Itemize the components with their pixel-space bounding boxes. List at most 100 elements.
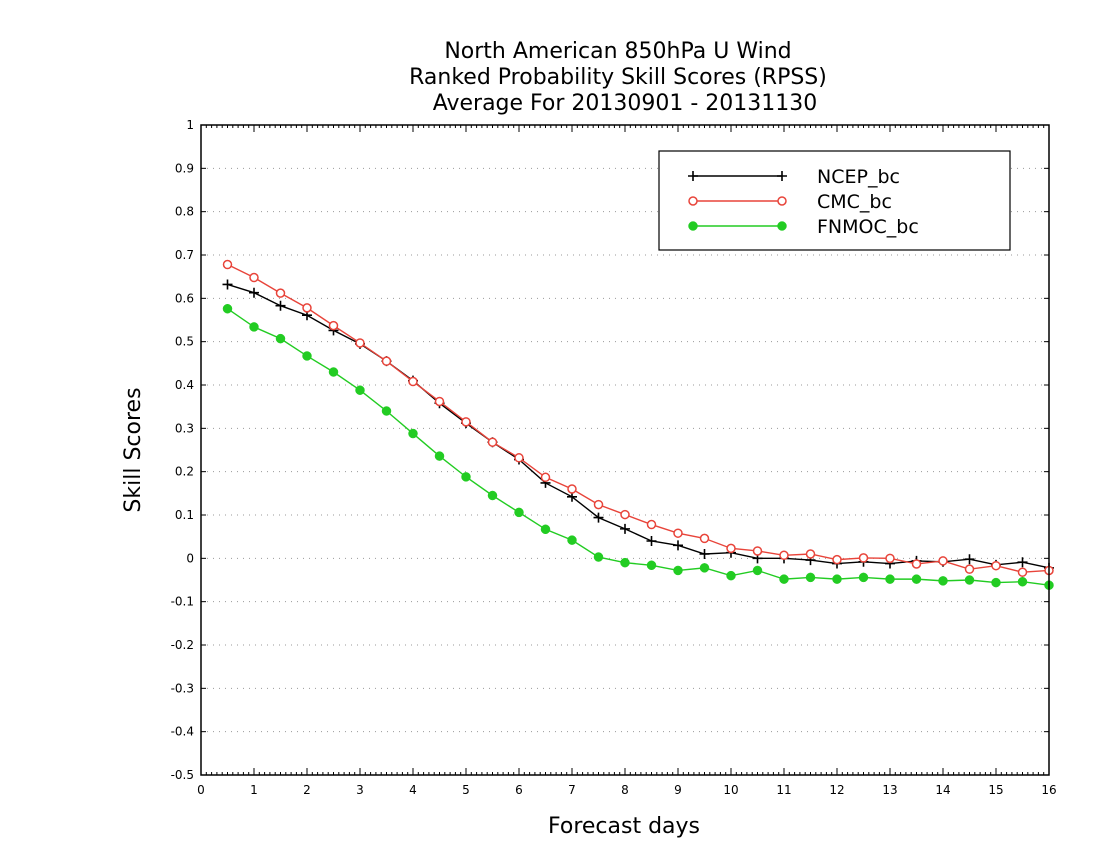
data-point-cmc-bc (540, 472, 551, 483)
y-tick-label: 0.8 (175, 205, 194, 219)
x-tick-label: 0 (197, 783, 205, 797)
data-point-cmc-bc (699, 533, 710, 544)
data-point-ncep-bc (249, 287, 259, 298)
data-point-fnmoc-bc (355, 385, 365, 395)
data-point-fnmoc-bc (991, 577, 1001, 588)
series-line-cmc-bc (227, 263, 1050, 573)
x-axis-label: Forecast days (548, 814, 700, 839)
x-tick-label: 12 (829, 783, 844, 797)
x-tick-label: 3 (356, 783, 364, 797)
data-point-ncep-bc (1017, 557, 1028, 568)
y-tick-label: -0.5 (171, 768, 194, 782)
x-tick-label: 14 (935, 783, 950, 797)
series-group (222, 259, 1054, 590)
data-point-ncep-bc (593, 512, 604, 523)
legend-item-ncep-bc: NCEP_bc (688, 166, 900, 188)
data-point-cmc-bc (302, 303, 312, 313)
data-point-fnmoc-bc (964, 575, 975, 585)
y-tick-label: 1 (186, 118, 194, 132)
data-point-cmc-bc (646, 519, 657, 530)
x-tick-label: 11 (776, 783, 791, 797)
data-point-cmc-bc (805, 549, 816, 559)
x-tick-label: 13 (882, 783, 897, 797)
x-tick-label: 9 (674, 783, 682, 797)
data-point-fnmoc-bc (408, 428, 418, 439)
title-line-2: Ranked Probability Skill Scores (RPSS) (409, 65, 827, 90)
x-tick-label: 15 (988, 783, 1003, 797)
legend-label-fnmoc-bc: FNMOC_bc (817, 216, 919, 238)
data-point-cmc-bc (434, 396, 445, 407)
data-point-cmc-bc (964, 564, 975, 574)
x-tick-label: 8 (621, 783, 629, 797)
data-point-fnmoc-bc (885, 574, 895, 584)
data-point-cmc-bc (222, 259, 233, 270)
legend-label-ncep-bc: NCEP_bc (817, 166, 900, 188)
x-tick-label: 10 (723, 783, 738, 797)
data-point-fnmoc-bc (858, 572, 869, 583)
data-point-cmc-bc (461, 417, 471, 427)
data-point-fnmoc-bc (779, 574, 789, 584)
data-point-ncep-bc (964, 554, 975, 565)
title-line-1: North American 850hPa U Wind (444, 39, 791, 64)
data-point-fnmoc-bc (1017, 576, 1028, 587)
x-tick-label: 1 (250, 783, 258, 797)
legend-marker-fnmoc-bc (688, 221, 698, 231)
x-tick-label: 5 (462, 783, 470, 797)
series-cmc-bc (222, 259, 1054, 577)
data-point-cmc-bc (752, 546, 763, 556)
legend-marker-ncep-bc (777, 171, 787, 181)
data-point-cmc-bc (408, 376, 418, 387)
y-tick-label: 0.6 (175, 291, 194, 305)
data-point-cmc-bc (328, 320, 339, 331)
legend-label-cmc-bc: CMC_bc (817, 191, 892, 213)
data-point-cmc-bc (938, 556, 948, 566)
x-tick-label: 2 (303, 783, 311, 797)
data-point-fnmoc-bc (832, 574, 842, 584)
y-tick-label: -0.1 (171, 595, 194, 609)
y-tick-label: -0.4 (171, 725, 194, 739)
data-point-fnmoc-bc (302, 351, 312, 361)
data-point-fnmoc-bc (249, 322, 259, 332)
x-tick-label: 16 (1041, 783, 1056, 797)
x-tick-label: 6 (515, 783, 523, 797)
data-point-ncep-bc (222, 279, 233, 290)
data-point-ncep-bc (275, 300, 286, 311)
y-tick-label: 0.1 (175, 508, 194, 522)
axis-ticks: -0.5 -0.4 -0.3 -0.2 -0.1 0 0.1 0.2 0.3 0.4 0.5 0.6 0… (171, 118, 1057, 797)
series-fnmoc-bc (222, 303, 1054, 590)
data-point-cmc-bc (487, 437, 498, 447)
data-point-cmc-bc (832, 554, 842, 565)
x-tick-label: 7 (568, 783, 576, 797)
legend: NCEP_bc CMC_bc FNMOC_bc (658, 150, 1011, 251)
data-point-cmc-bc (567, 484, 577, 494)
data-point-fnmoc-bc (461, 472, 471, 482)
data-point-cmc-bc (726, 543, 736, 554)
data-point-cmc-bc (858, 553, 869, 563)
data-point-fnmoc-bc (805, 572, 816, 583)
chart-title: North American 850hPa U Wind Ranked Prob… (409, 39, 827, 116)
data-point-fnmoc-bc (487, 490, 498, 501)
data-point-cmc-bc (673, 528, 683, 538)
data-point-fnmoc-bc (381, 406, 392, 416)
y-tick-label: 0 (186, 551, 194, 565)
y-tick-label: -0.2 (171, 638, 194, 652)
legend-marker-fnmoc-bc (777, 221, 787, 231)
data-point-fnmoc-bc (752, 565, 763, 576)
data-point-fnmoc-bc (593, 552, 604, 562)
legend-marker-ncep-bc (688, 171, 698, 181)
y-tick-label: 0.5 (175, 335, 194, 349)
data-point-cmc-bc (514, 453, 524, 463)
x-tick-label: 4 (409, 783, 417, 797)
data-point-cmc-bc (275, 288, 286, 298)
data-point-cmc-bc (355, 338, 365, 348)
data-point-fnmoc-bc (938, 576, 948, 586)
data-point-cmc-bc (991, 560, 1001, 571)
legend-item-fnmoc-bc: FNMOC_bc (688, 216, 919, 238)
y-tick-label: 0.3 (175, 421, 194, 435)
y-tick-label: 0.9 (175, 161, 194, 175)
data-point-fnmoc-bc (911, 574, 922, 584)
data-point-cmc-bc (381, 356, 392, 366)
y-tick-label: 0.7 (175, 248, 194, 262)
series-ncep-bc (222, 279, 1054, 573)
